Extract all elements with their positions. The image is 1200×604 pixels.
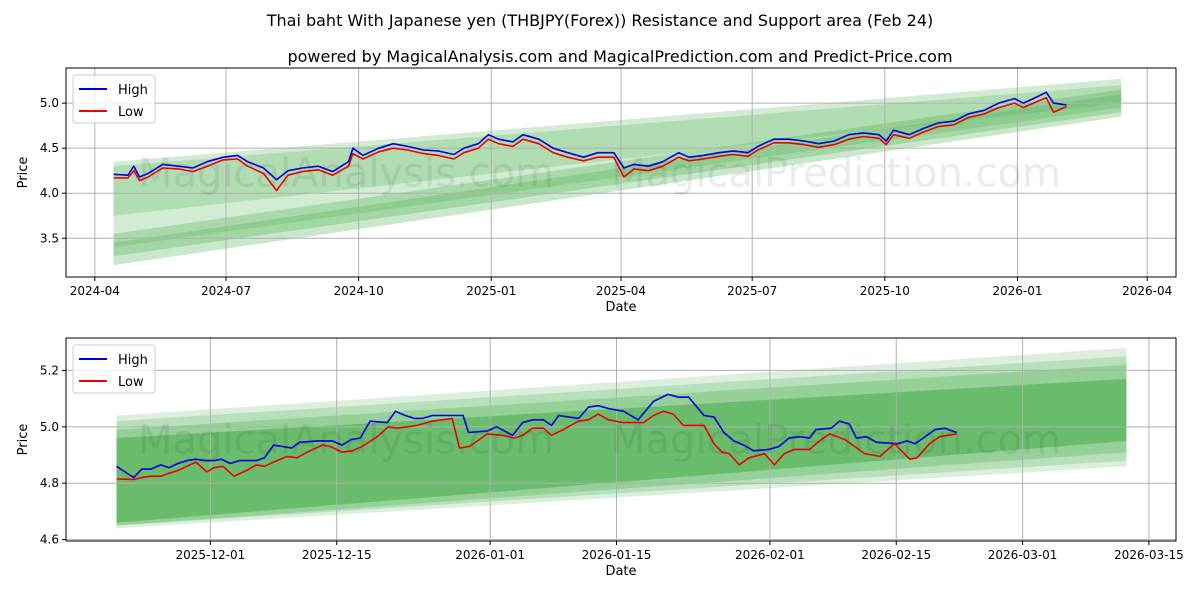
resistance-support-band (113, 94, 1122, 257)
series-line-low (116, 410, 957, 481)
axes-frame (65, 67, 1177, 278)
top-chart-axes: 2024-04 2024-07 2024-10 2025-01 2025-04 2025-… (16, 67, 1177, 315)
x-tick-label: 2026-04 (1122, 284, 1172, 298)
resistance-support-band (116, 378, 1127, 523)
watermark: MagicalAnalysis.com (138, 151, 554, 197)
legend-label-high: High (118, 353, 148, 368)
watermark: MagicalAnalysis.com (138, 418, 554, 464)
x-tick-label: 2025-12-01 (176, 548, 246, 562)
legend: High Low (72, 344, 156, 394)
x-tick-label: 2026-01-15 (582, 548, 652, 562)
y-tick-label: 5.2 (40, 363, 59, 377)
x-tick-label: 2024-04 (70, 284, 120, 298)
y-tick-label: 4.6 (40, 533, 59, 547)
legend-label-low: Low (118, 105, 144, 120)
x-tick-label: 2026-02-01 (735, 548, 805, 562)
y-tick-label: 5.0 (40, 420, 59, 434)
x-tick-label: 2024-10 (334, 284, 384, 298)
x-tick-label: 2026-03-01 (988, 548, 1058, 562)
y-tick-label: 4.8 (40, 476, 59, 490)
series-line-high (113, 91, 1067, 181)
y-axis-label: Price (16, 157, 31, 189)
x-tick-label: 2025-04 (596, 284, 646, 298)
x-tick-label: 2025-12-15 (302, 548, 372, 562)
axes-frame (65, 337, 1177, 542)
x-tick-label: 2024-07 (201, 284, 251, 298)
resistance-support-band (113, 85, 1122, 248)
x-tick-label: 2025-07 (727, 284, 777, 298)
legend-label-low: Low (118, 375, 144, 390)
watermark: MagicalPrediction.com (611, 151, 1061, 197)
resistance-support-band (113, 78, 1122, 216)
legend-label-high: High (118, 83, 148, 98)
y-tick-label: 4.0 (40, 186, 59, 200)
series-line-low (113, 96, 1067, 192)
x-tick-label: 2025-10 (860, 284, 910, 298)
series-line-high (116, 393, 957, 479)
legend: High Low (72, 74, 156, 124)
chart-subtitle: powered by MagicalAnalysis.com and Magic… (287, 47, 952, 66)
y-axis-label: Price (16, 424, 31, 456)
x-tick-label: 2026-02-15 (861, 548, 931, 562)
x-tick-label: 2025-01 (466, 284, 516, 298)
y-tick-label: 5.0 (40, 96, 59, 110)
y-tick-label: 4.5 (40, 141, 59, 155)
chart-title: Thai baht With Japanese yen (THBJPY(Fore… (266, 11, 934, 30)
x-tick-label: 2026-01-01 (455, 548, 525, 562)
x-tick-label: 2026-01 (992, 284, 1042, 298)
x-axis-label: Date (605, 564, 636, 579)
x-axis-label: Date (605, 300, 636, 315)
bottom-chart-axes: 2025-12-01 2025-12-15 2026-01-01 2026-01-15… (16, 337, 1184, 579)
x-tick-label: 2026-03-15 (1114, 548, 1184, 562)
y-tick-label: 3.5 (40, 231, 59, 245)
